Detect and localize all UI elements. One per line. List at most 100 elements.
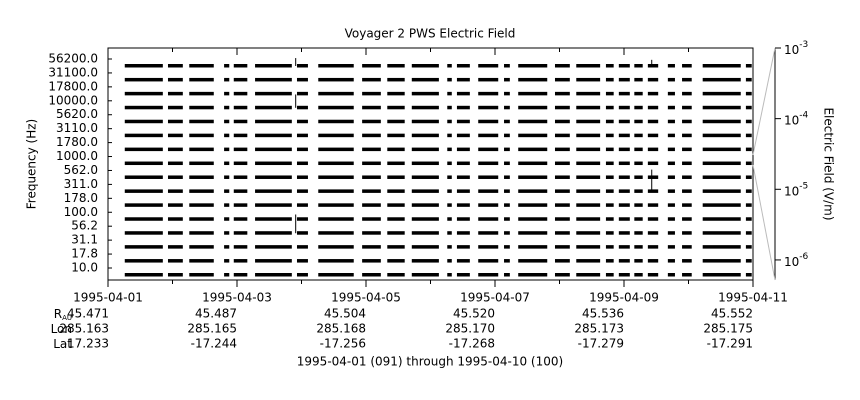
- coverage-bar: [233, 91, 248, 96]
- coverage-bar: [189, 133, 214, 138]
- coverage-bar: [605, 273, 614, 277]
- coverage-bar: [447, 91, 452, 96]
- coverage-bar: [667, 231, 675, 235]
- coverage-bar: [667, 259, 675, 263]
- coverage-bar: [518, 217, 548, 221]
- y-tick-label: 178.0: [64, 191, 98, 205]
- coverage-bar: [702, 245, 741, 249]
- coverage-bar: [745, 175, 752, 179]
- coverage-bar: [647, 203, 659, 207]
- coverage-bar: [456, 273, 470, 277]
- coverage-bar: [667, 91, 675, 96]
- coverage-bar: [318, 105, 354, 110]
- coverage-bar: [745, 245, 752, 249]
- coverage-bar: [634, 91, 643, 96]
- coverage-bar: [456, 119, 470, 124]
- coverage-bar: [667, 189, 675, 193]
- coverage-bar: [255, 91, 292, 96]
- coverage-bar: [504, 203, 510, 207]
- coverage-bar: [456, 64, 470, 68]
- coverage-bar: [682, 189, 692, 193]
- coverage-bar: [296, 105, 308, 110]
- coverage-bar: [411, 273, 439, 277]
- coverage-bar: [682, 231, 692, 235]
- coverage-bar: [478, 77, 499, 82]
- coverage-bar: [682, 203, 692, 207]
- coverage-bar: [255, 161, 292, 166]
- coverage-bar: [255, 217, 292, 221]
- coverage-bar: [456, 175, 470, 179]
- coverage-bar: [745, 259, 752, 263]
- coverage-bar: [667, 273, 675, 277]
- coverage-bar: [702, 217, 741, 221]
- coverage-bar: [504, 217, 510, 221]
- coverage-bar: [554, 259, 570, 263]
- coverage-bar: [478, 161, 499, 166]
- coverage-bar: [605, 133, 614, 138]
- coverage-bar: [255, 77, 292, 82]
- y-tick-label: 1780.0: [56, 135, 98, 149]
- coverage-bar: [605, 105, 614, 110]
- coverage-bar: [167, 119, 183, 124]
- coverage-bar: [745, 77, 752, 82]
- coverage-bar: [456, 259, 470, 263]
- ephemeris-value: 285.175: [703, 322, 753, 336]
- coverage-bar: [255, 259, 292, 263]
- coverage-bar: [411, 231, 439, 235]
- coverage-bar: [387, 133, 405, 138]
- coverage-bar: [478, 203, 499, 207]
- coverage-bar: [362, 217, 381, 221]
- coverage-bar: [647, 231, 659, 235]
- coverage-bar: [124, 105, 163, 110]
- coverage-bar: [362, 203, 381, 207]
- coverage-bar: [634, 119, 643, 124]
- coverage-bar: [576, 175, 601, 179]
- coverage-bar: [554, 105, 570, 110]
- coverage-bar: [702, 231, 741, 235]
- coverage-bar: [362, 119, 381, 124]
- coverage-bar: [647, 245, 659, 249]
- coverage-bar: [605, 77, 614, 82]
- coverage-bar: [255, 147, 292, 152]
- ephemeris-label: Lat: [53, 337, 72, 351]
- coverage-bar: [167, 91, 183, 96]
- coverage-bar: [682, 273, 692, 277]
- coverage-bar: [576, 217, 601, 221]
- y2-tick-exp: -6: [799, 251, 808, 261]
- coverage-bar: [456, 147, 470, 152]
- coverage-bar: [318, 91, 354, 96]
- coverage-bar: [667, 64, 675, 68]
- coverage-bar: [618, 245, 630, 249]
- coverage-bar: [682, 175, 692, 179]
- coverage-bar: [318, 203, 354, 207]
- x-tick-label: 1995-04-03: [202, 291, 272, 305]
- coverage-bar: [255, 203, 292, 207]
- ephemeris-label-text: R: [54, 307, 62, 321]
- coverage-bar: [456, 189, 470, 193]
- coverage-bar: [167, 64, 183, 68]
- coverage-bar: [605, 217, 614, 221]
- coverage-bar: [456, 203, 470, 207]
- coverage-bar: [682, 259, 692, 263]
- y-tick-label: 10000.0: [48, 93, 98, 107]
- coverage-bar: [702, 273, 741, 277]
- y2-tick-exp: -3: [799, 40, 808, 50]
- coverage-bar: [682, 64, 692, 68]
- coverage-bar: [167, 147, 183, 152]
- coverage-bar: [318, 273, 354, 277]
- coverage-bar: [554, 231, 570, 235]
- coverage-bar: [702, 259, 741, 263]
- coverage-bar: [233, 105, 248, 110]
- coverage-bar: [504, 273, 510, 277]
- coverage-bar: [167, 105, 183, 110]
- y2-tick-label: 10-5: [784, 181, 808, 198]
- coverage-bar: [124, 189, 163, 193]
- coverage-bar: [224, 105, 230, 110]
- coverage-bar: [318, 64, 354, 68]
- coverage-bar: [124, 133, 163, 138]
- coverage-bar: [634, 203, 643, 207]
- coverage-bar: [667, 119, 675, 124]
- coverage-bar: [605, 231, 614, 235]
- coverage-bar: [745, 273, 752, 277]
- coverage-bar: [576, 119, 601, 124]
